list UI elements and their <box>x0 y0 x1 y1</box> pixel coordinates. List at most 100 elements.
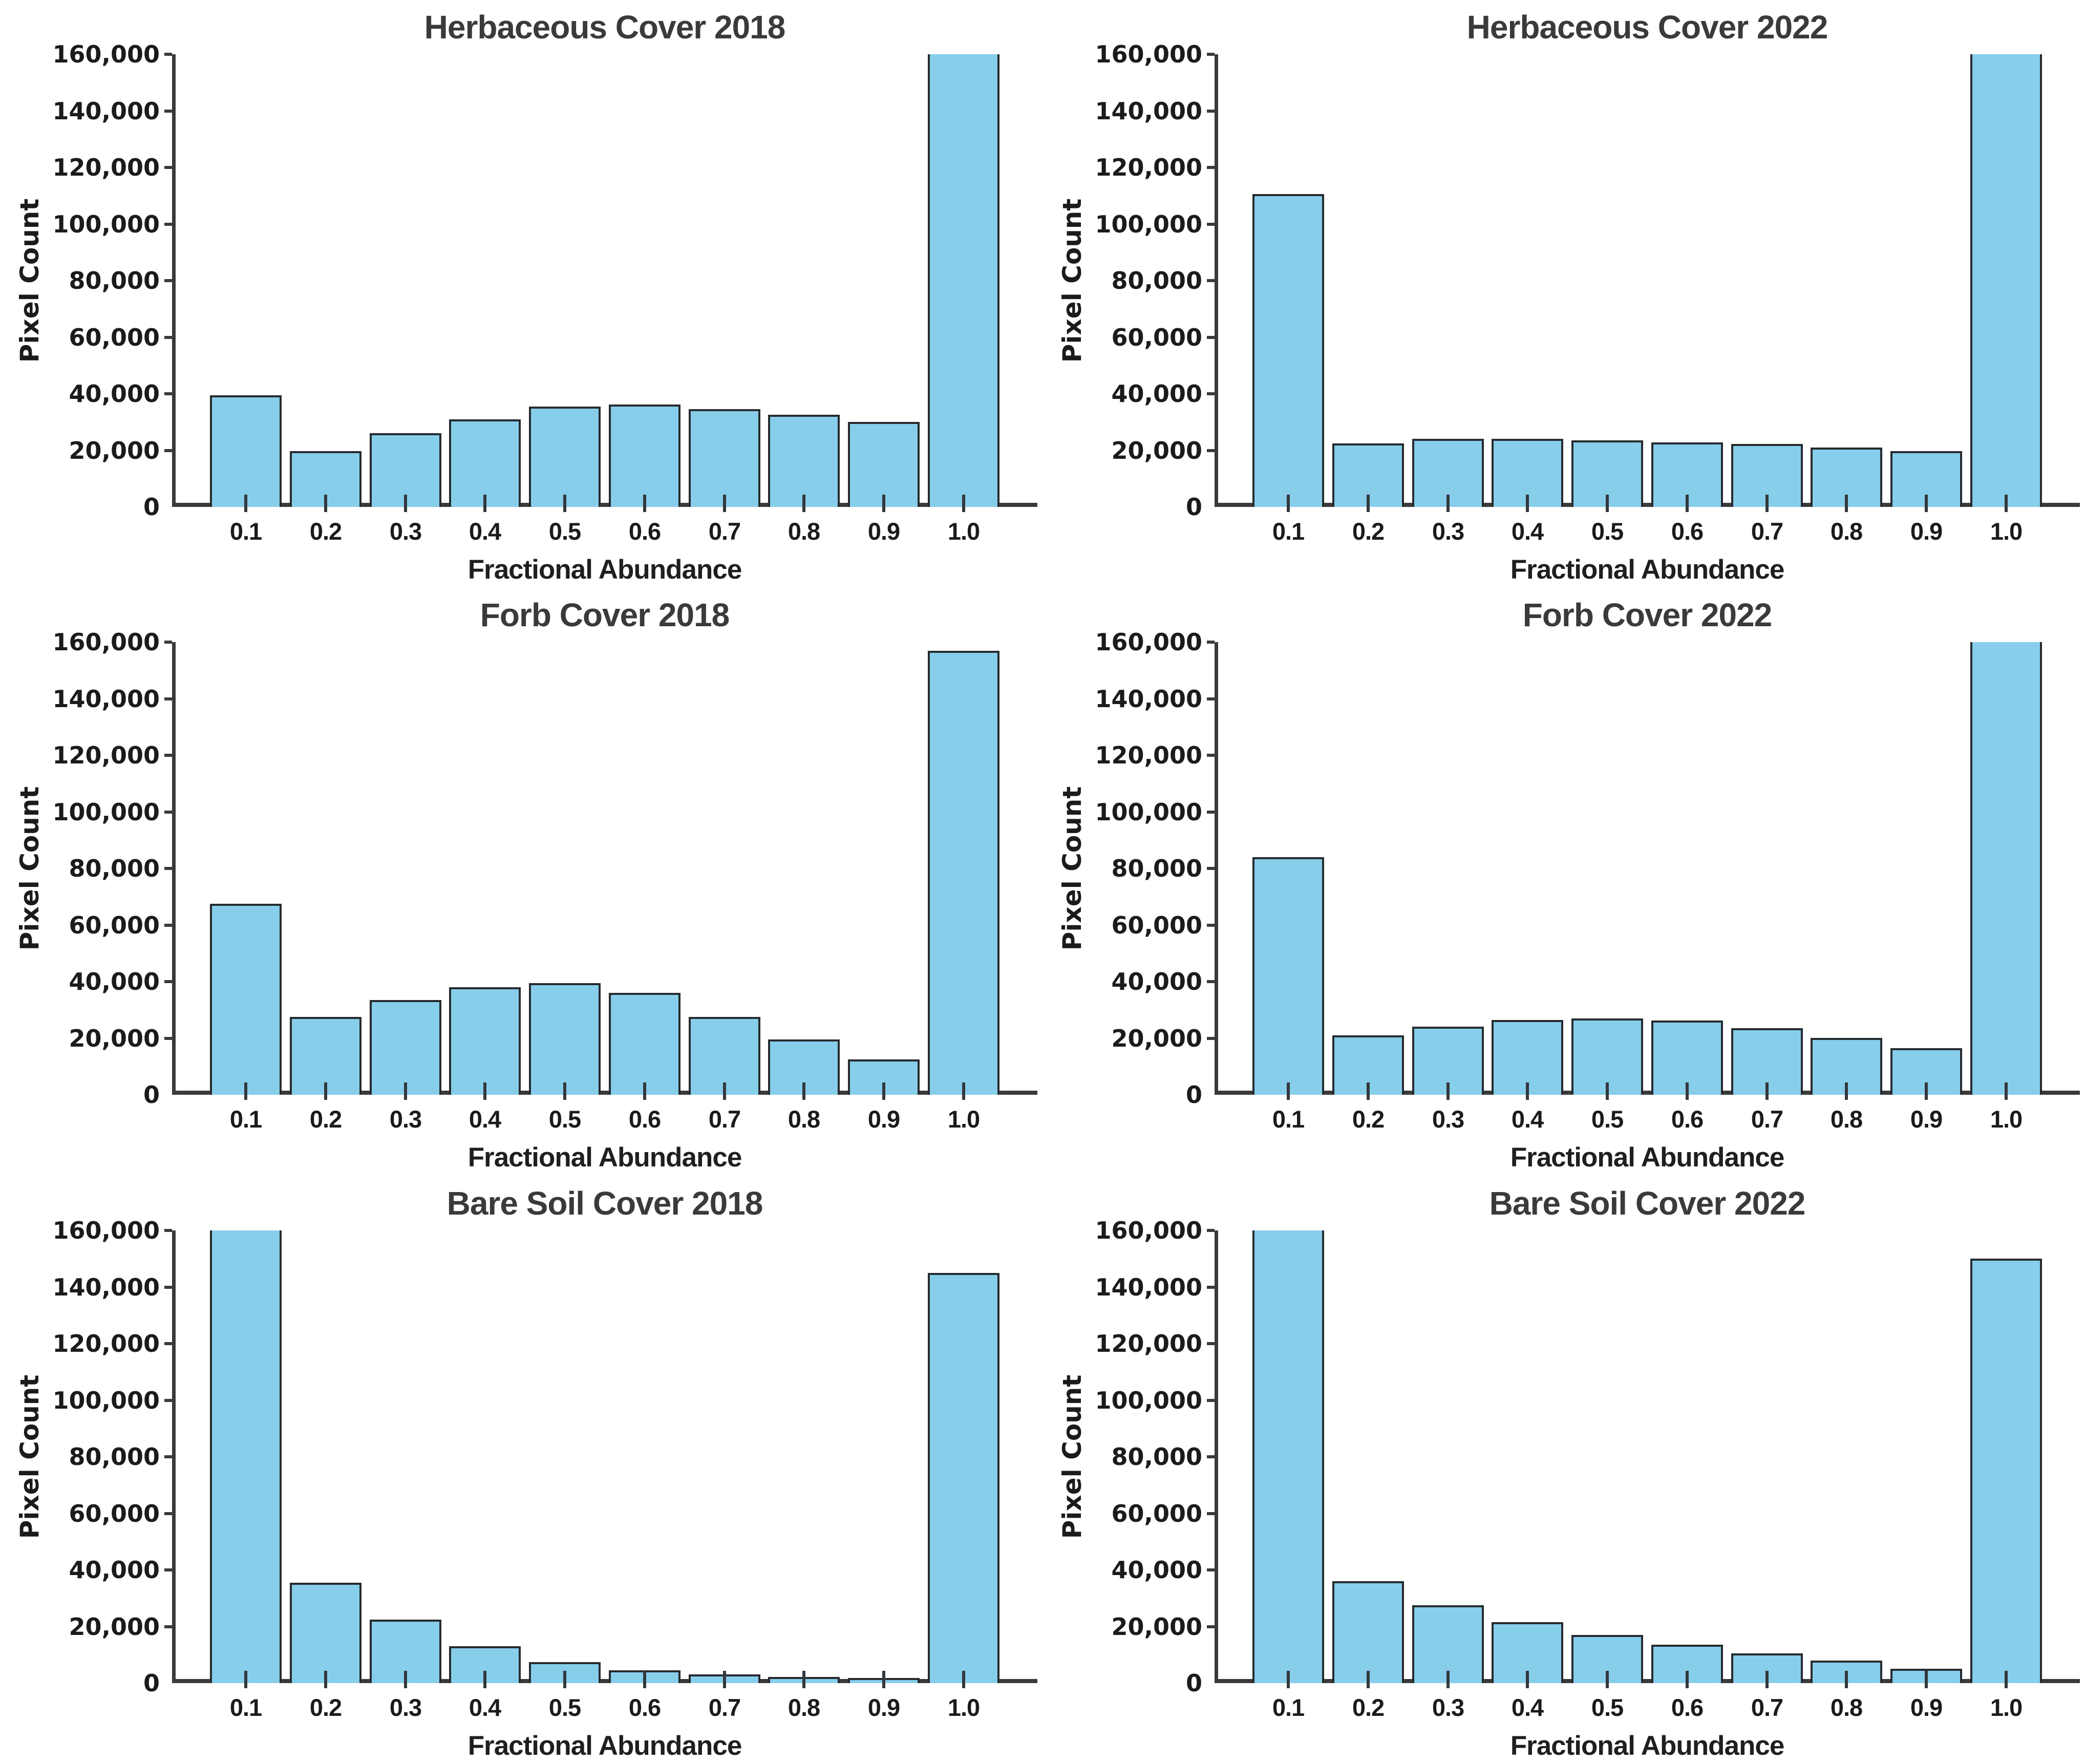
x-tick-mark <box>1765 1671 1769 1688</box>
x-tick-mark <box>244 1082 247 1100</box>
x-tick-mark <box>962 1082 965 1100</box>
x-tick-label: 0.8 <box>1830 1106 1863 1133</box>
y-axis-label: Pixel Count <box>15 786 45 951</box>
chart-title: Herbaceous Cover 2018 <box>424 9 786 46</box>
chart-title: Forb Cover 2022 <box>1522 597 1773 633</box>
y-tick-mark <box>164 641 172 644</box>
x-tick-mark <box>1606 1082 1609 1100</box>
y-tick-mark <box>1207 697 1215 700</box>
x-tick-mark <box>1845 1671 1848 1688</box>
x-tick-label: 0.7 <box>1751 1106 1783 1133</box>
y-tick-label: 60,000 <box>69 1500 160 1527</box>
x-tick-label: 0.6 <box>628 1694 661 1721</box>
x-tick-label: 0.2 <box>1352 1694 1385 1721</box>
chart-title: Forb Cover 2018 <box>480 597 730 633</box>
x-tick-mark <box>802 1671 805 1688</box>
x-tick-label: 1.0 <box>947 1106 980 1133</box>
x-tick-label: 0.8 <box>788 518 820 545</box>
x-tick-label: 0.1 <box>1272 518 1305 545</box>
y-tick-mark <box>164 336 172 339</box>
x-tick-mark <box>643 1671 646 1688</box>
y-tick-label: 100,000 <box>52 1387 160 1414</box>
x-tick-mark <box>1367 495 1370 512</box>
x-tick-mark <box>483 1671 486 1688</box>
y-tick-label: 80,000 <box>69 267 160 294</box>
x-axis-label: Fractional Abundance <box>1510 1731 1785 1761</box>
bar <box>529 407 601 507</box>
y-tick-label: 0 <box>1185 493 1202 521</box>
x-tick-label: 0.3 <box>389 518 422 545</box>
chart-cell: Forb Cover 2018 0 20,000 40,000 60,000 80,000… <box>0 588 1042 1176</box>
y-tick-label: 120,000 <box>52 741 160 769</box>
bar <box>210 395 282 507</box>
y-tick-mark <box>164 697 172 700</box>
x-tick-mark <box>1287 495 1290 512</box>
x-tick-label: 0.5 <box>1591 518 1624 545</box>
y-tick-label: 20,000 <box>1111 1613 1202 1641</box>
x-tick-mark <box>723 1082 726 1100</box>
y-tick-mark <box>164 223 172 226</box>
x-tick-label: 0.4 <box>469 518 501 545</box>
x-tick-label: 0.4 <box>1511 1694 1544 1721</box>
bar <box>1970 642 2042 1095</box>
y-tick-mark <box>1207 754 1215 757</box>
y-axis-label: Pixel Count <box>15 1374 45 1539</box>
x-tick-label: 0.1 <box>229 518 262 545</box>
y-tick-mark <box>1207 392 1215 395</box>
x-tick-mark <box>1765 495 1769 512</box>
bar <box>1571 1018 1643 1095</box>
chart-title: Herbaceous Cover 2022 <box>1466 9 1828 46</box>
x-tick-mark <box>324 1082 327 1100</box>
y-tick-label: 40,000 <box>69 1556 160 1584</box>
y-tick-label: 100,000 <box>1095 1387 1202 1414</box>
y-tick-label: 160,000 <box>1095 628 1202 656</box>
bar <box>1571 1635 1643 1683</box>
x-tick-mark <box>1287 1671 1290 1688</box>
x-tick-mark <box>1765 1082 1769 1100</box>
x-tick-label: 0.5 <box>548 518 581 545</box>
x-tick-label: 1.0 <box>1990 518 2023 545</box>
x-tick-mark <box>1686 1082 1689 1100</box>
x-tick-mark <box>1686 1671 1689 1688</box>
x-tick-mark <box>404 495 407 512</box>
bar <box>449 987 521 1095</box>
y-tick-mark <box>164 924 172 927</box>
plot-area <box>1215 642 2080 1095</box>
chart-cell: Herbaceous Cover 2018 0 20,000 40,000 60,000… <box>0 0 1042 588</box>
x-tick-label: 0.4 <box>1511 1106 1544 1133</box>
y-tick-mark <box>1207 1037 1215 1040</box>
x-axis-label: Fractional Abundance <box>1510 1142 1785 1173</box>
y-tick-mark <box>164 1455 172 1458</box>
y-tick-label: 120,000 <box>52 154 160 181</box>
x-tick-mark <box>962 495 965 512</box>
y-tick-mark <box>1207 811 1215 814</box>
x-tick-mark <box>723 495 726 512</box>
y-tick-label: 100,000 <box>1095 210 1202 238</box>
x-tick-mark <box>643 495 646 512</box>
x-tick-mark <box>563 1671 566 1688</box>
y-tick-mark <box>164 449 172 452</box>
y-tick-mark <box>1207 1625 1215 1628</box>
x-tick-label: 1.0 <box>1990 1694 2023 1721</box>
y-tick-label: 100,000 <box>52 210 160 238</box>
plot-area <box>172 54 1037 507</box>
x-tick-label: 0.2 <box>309 1106 342 1133</box>
chart-cell: Bare Soil Cover 2022 0 20,000 40,000 60,000 8… <box>1042 1176 2085 1764</box>
y-tick-label: 140,000 <box>52 685 160 713</box>
y-tick-label: 120,000 <box>1095 1330 1202 1357</box>
y-tick-label: 60,000 <box>69 911 160 939</box>
y-tick-mark <box>164 53 172 56</box>
bar <box>1492 1020 1563 1095</box>
x-tick-mark <box>962 1671 965 1688</box>
x-tick-mark <box>882 1671 885 1688</box>
x-tick-label: 0.9 <box>867 518 900 545</box>
y-tick-label: 60,000 <box>1111 1500 1202 1527</box>
y-tick-mark <box>1207 1342 1215 1345</box>
x-tick-label: 0.9 <box>1910 1106 1943 1133</box>
y-tick-label: 40,000 <box>69 380 160 408</box>
x-tick-label: 1.0 <box>1990 1106 2023 1133</box>
bar <box>1651 1021 1723 1095</box>
y-tick-label: 80,000 <box>1111 267 1202 294</box>
y-tick-mark <box>1207 1512 1215 1515</box>
x-tick-label: 0.5 <box>548 1106 581 1133</box>
